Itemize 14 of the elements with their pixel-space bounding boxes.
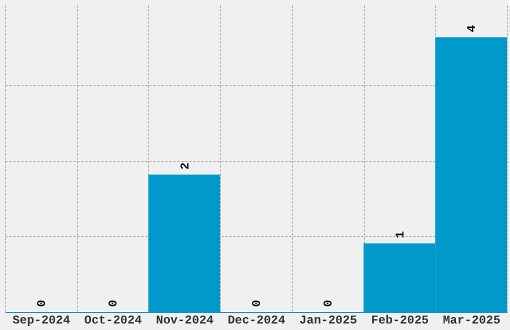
data-label: 0 (322, 300, 336, 307)
x-tick-label: Dec-2024 (228, 314, 286, 328)
x-tick-label: Mar-2025 (442, 314, 500, 328)
data-label: 0 (34, 300, 49, 307)
data-label: 1 (393, 231, 408, 238)
x-tick-label: Oct-2024 (84, 314, 142, 328)
data-label: 2 (178, 162, 192, 170)
x-tick-label: Jan-2025 (299, 314, 358, 328)
data-label: 4 (465, 25, 480, 32)
x-tick-label: Feb-2025 (371, 314, 429, 328)
x-tick-label: Nov-2024 (156, 314, 214, 328)
data-label: 0 (250, 300, 264, 307)
x-tick-label: Sep-2024 (12, 314, 70, 328)
data-label: 0 (106, 300, 121, 307)
